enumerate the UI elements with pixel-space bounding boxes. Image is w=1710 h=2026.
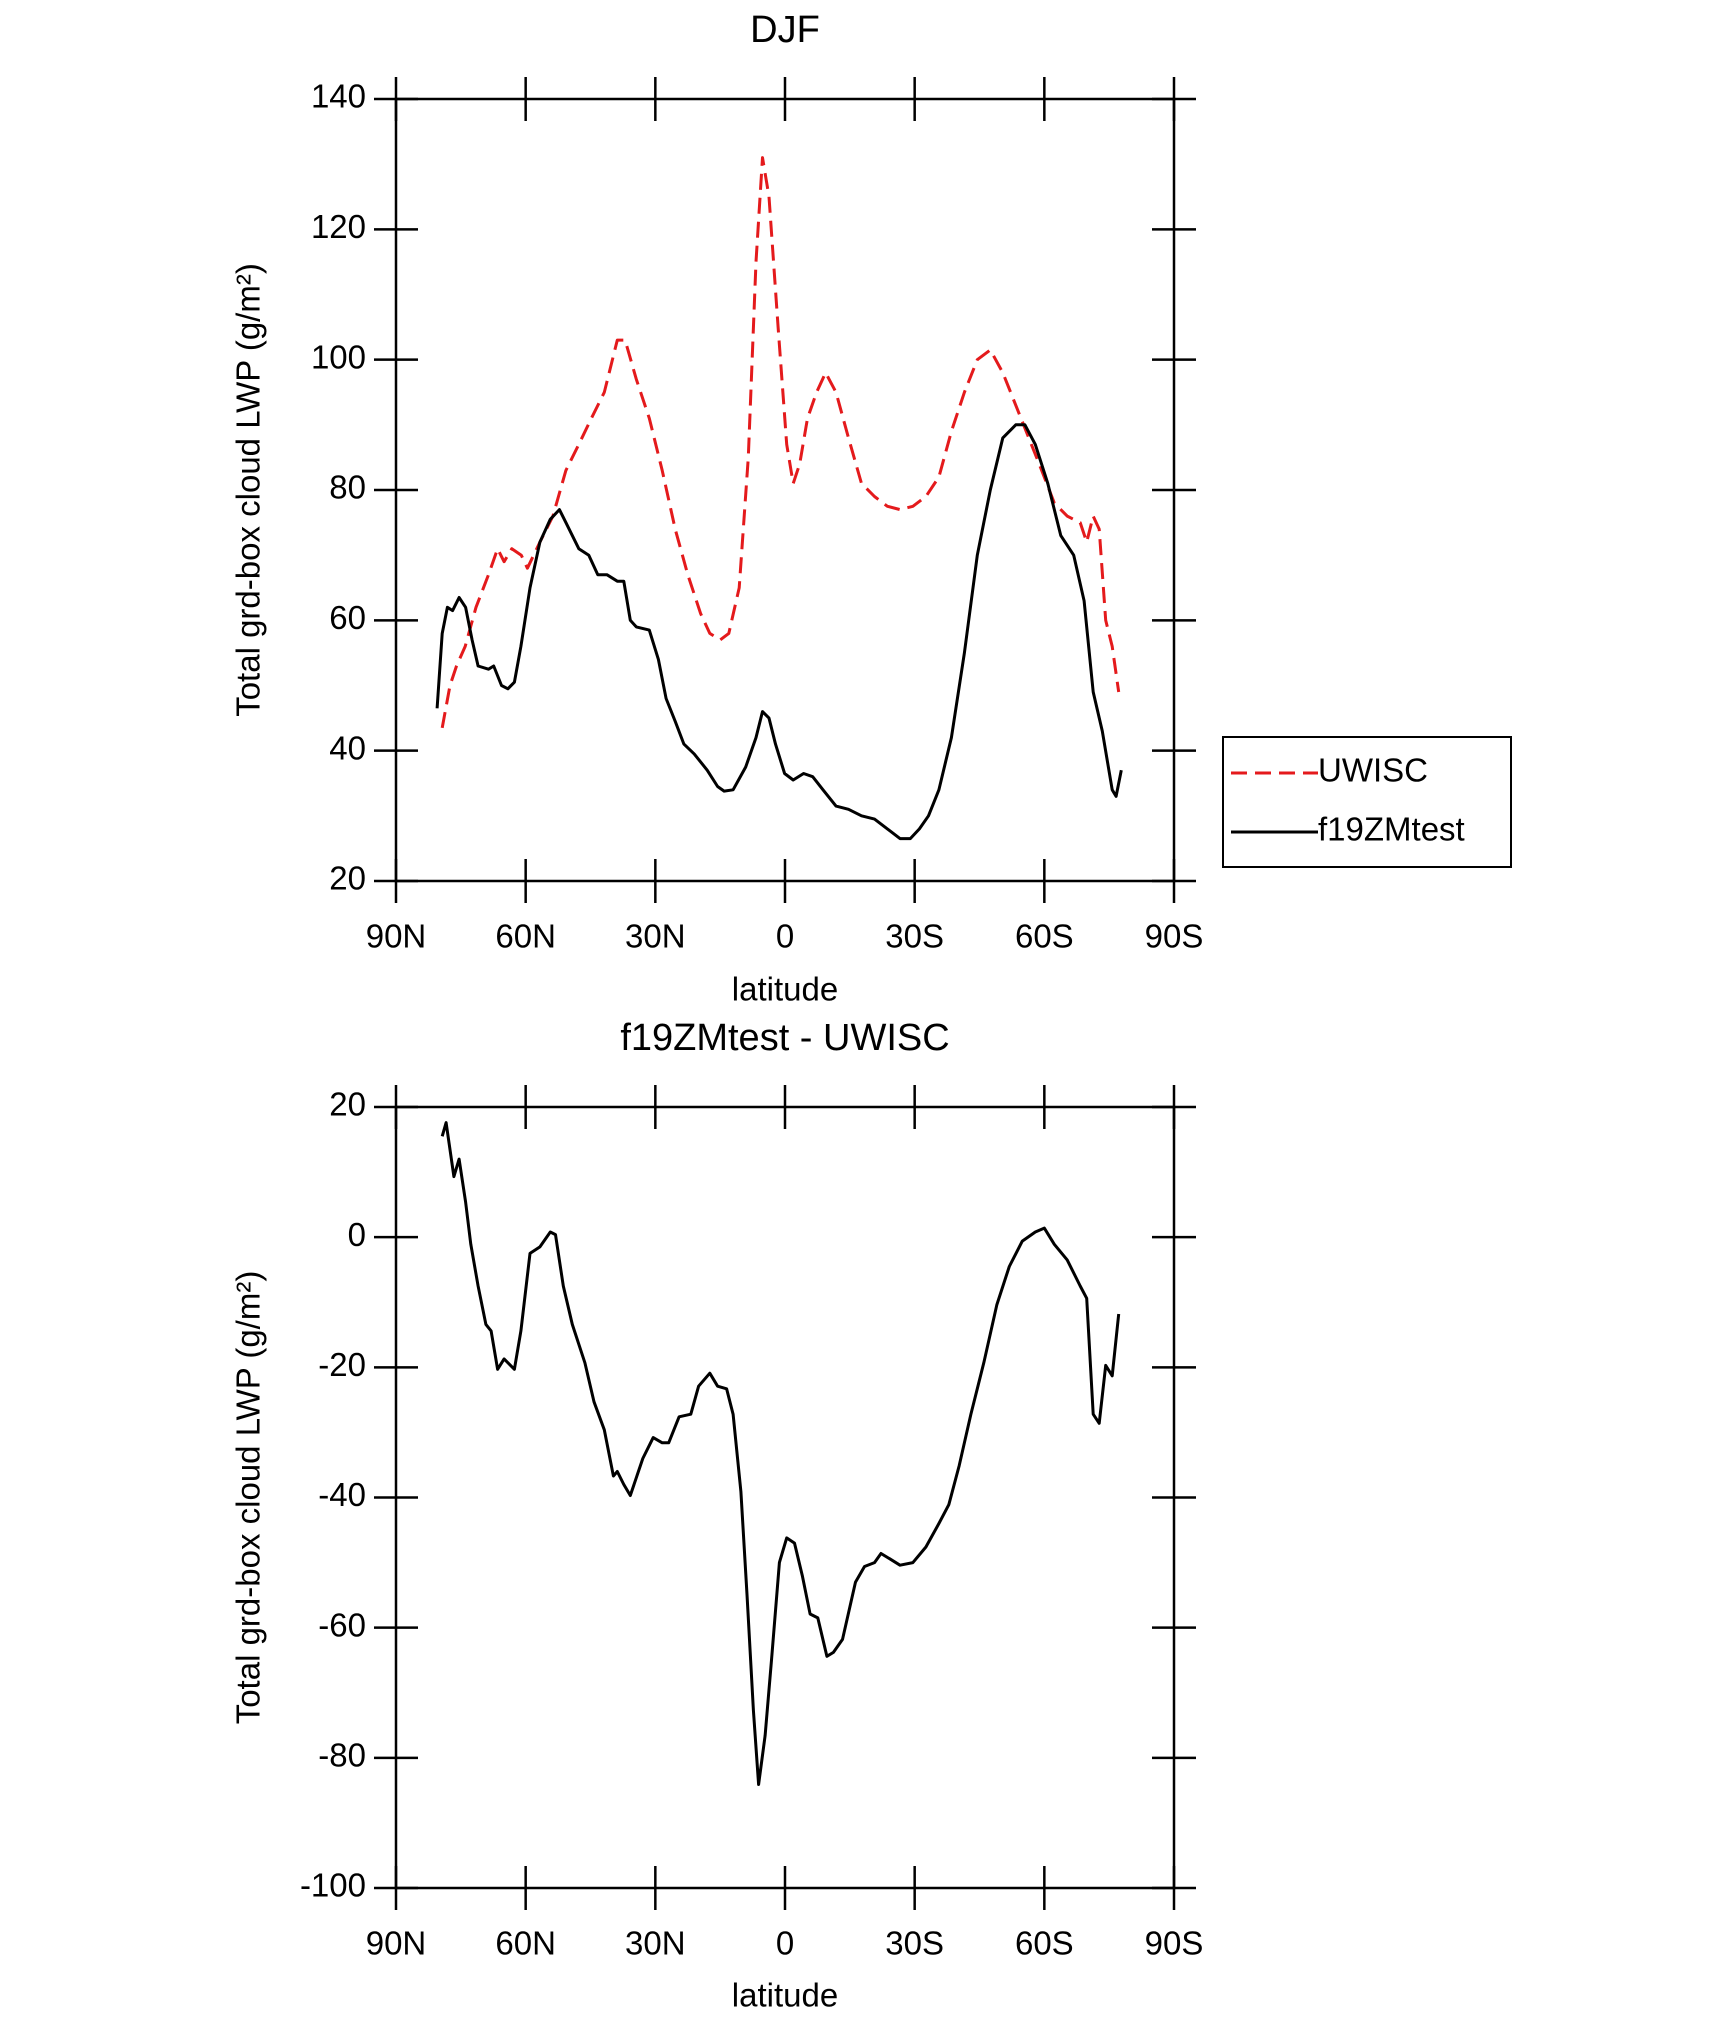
x-tick-label: 30S xyxy=(885,1925,944,1962)
legend-box xyxy=(1222,736,1512,868)
data-line xyxy=(440,1121,1121,1786)
y-tick-label: 120 xyxy=(311,208,366,245)
x-tick-label: 60N xyxy=(495,1925,556,1962)
legend-label: f19ZMtest xyxy=(1318,811,1465,848)
chart-title: DJF xyxy=(750,9,820,51)
y-tick-label: -20 xyxy=(318,1346,366,1383)
y-tick-label: 140 xyxy=(311,78,366,115)
y-tick-label: -40 xyxy=(318,1476,366,1513)
x-tick-label: 0 xyxy=(776,1925,794,1962)
y-tick-label: -60 xyxy=(318,1606,366,1643)
plot-frame xyxy=(394,1105,1176,1890)
x-tick-label: 30N xyxy=(625,1925,686,1962)
chart-title: f19ZMtest - UWISC xyxy=(620,1017,949,1059)
y-tick-label: 60 xyxy=(329,599,366,636)
x-axis-label: latitude xyxy=(732,1977,838,2014)
x-tick-label: 90N xyxy=(366,1925,427,1962)
data-line xyxy=(440,156,1121,729)
y-tick-label: -80 xyxy=(318,1737,366,1774)
x-axis-label: latitude xyxy=(732,971,838,1008)
data-line xyxy=(435,423,1123,841)
y-tick-label: 20 xyxy=(329,1086,366,1123)
y-axis-label: Total grd-box cloud LWP (g/m²) xyxy=(230,1271,267,1725)
y-tick-label: 20 xyxy=(329,860,366,897)
x-tick-label: 60S xyxy=(1015,918,1074,955)
y-tick-label: -100 xyxy=(300,1867,366,1904)
plot-frame xyxy=(394,97,1176,883)
y-axis-label: Total grd-box cloud LWP (g/m²) xyxy=(230,263,267,717)
x-tick-label: 30N xyxy=(625,918,686,955)
x-tick-label: 90S xyxy=(1145,1925,1204,1962)
y-tick-label: 0 xyxy=(348,1216,366,1253)
y-tick-label: 40 xyxy=(329,729,366,766)
y-tick-label: 100 xyxy=(311,338,366,375)
y-tick-label: 80 xyxy=(329,469,366,506)
x-tick-label: 60N xyxy=(495,918,556,955)
legend-label: UWISC xyxy=(1318,752,1428,789)
x-tick-label: 60S xyxy=(1015,1925,1074,1962)
x-tick-label: 30S xyxy=(885,918,944,955)
legend: UWISC f19ZMtest xyxy=(1222,736,1512,868)
x-tick-label: 90S xyxy=(1145,918,1204,955)
x-tick-label: 0 xyxy=(776,918,794,955)
x-tick-label: 90N xyxy=(366,918,427,955)
